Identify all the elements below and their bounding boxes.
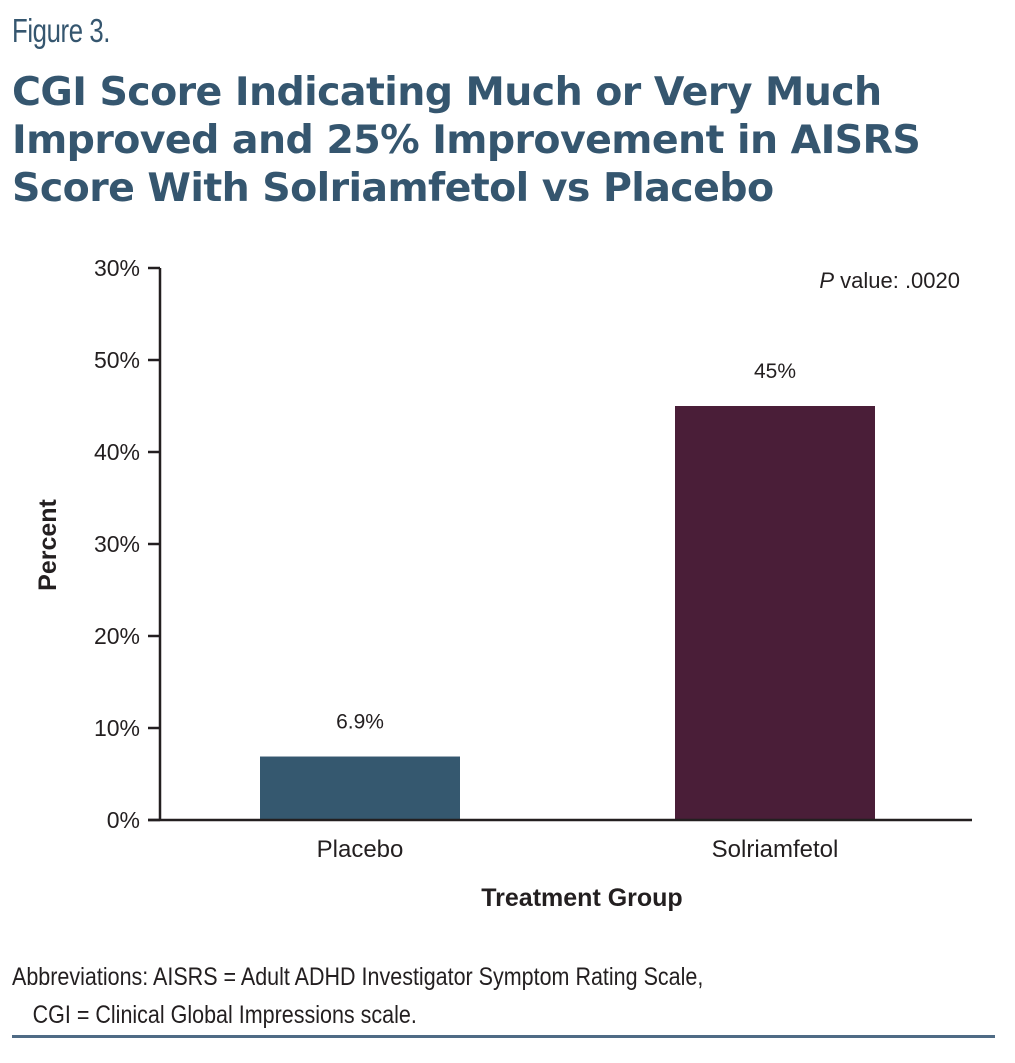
category-labels: Placebo Solriamfetol	[317, 836, 839, 863]
value-labels: 6.9% 45%	[336, 360, 796, 734]
figure-title: CGI Score Indicating Much or Very Much I…	[12, 69, 921, 211]
y-tick-label: 0%	[107, 807, 140, 833]
bar-solriamfetol	[675, 406, 875, 820]
figure-label: Figure 3.	[12, 12, 111, 49]
p-value-annotation: P value: .0020	[819, 268, 960, 293]
footnote-line-1: Abbreviations: AISRS = Adult ADHD Invest…	[12, 963, 704, 991]
y-tick-label: 50%	[94, 347, 140, 373]
p-value-text: value: .0020	[834, 268, 960, 293]
y-tick-label: 10%	[94, 715, 140, 741]
bar-chart: 0% 10% 20% 30% 40% 50% 30% 6.9% 45% Placebo Solr…	[34, 255, 972, 912]
y-tick-label: 30%	[94, 531, 140, 557]
footnote: Abbreviations: AISRS = Adult ADHD Invest…	[12, 958, 703, 1034]
y-axis-ticks: 0% 10% 20% 30% 40% 50% 30%	[94, 255, 160, 833]
footnote-line-2: CGI = Clinical Global Impressions scale.	[32, 1001, 417, 1029]
bar-placebo	[260, 756, 460, 820]
value-label-solriamfetol: 45%	[754, 360, 796, 383]
category-label-solriamfetol: Solriamfetol	[712, 836, 839, 863]
p-value-italic: P	[819, 268, 834, 293]
y-axis-title: Percent	[34, 498, 62, 590]
y-tick-label: 40%	[94, 439, 140, 465]
y-tick-label: 30%	[94, 255, 140, 281]
x-axis-title: Treatment Group	[481, 884, 682, 912]
category-label-placebo: Placebo	[317, 836, 404, 863]
bars	[260, 406, 875, 820]
bottom-rule	[12, 1035, 995, 1038]
y-tick-label: 20%	[94, 623, 140, 649]
value-label-placebo: 6.9%	[336, 711, 384, 734]
